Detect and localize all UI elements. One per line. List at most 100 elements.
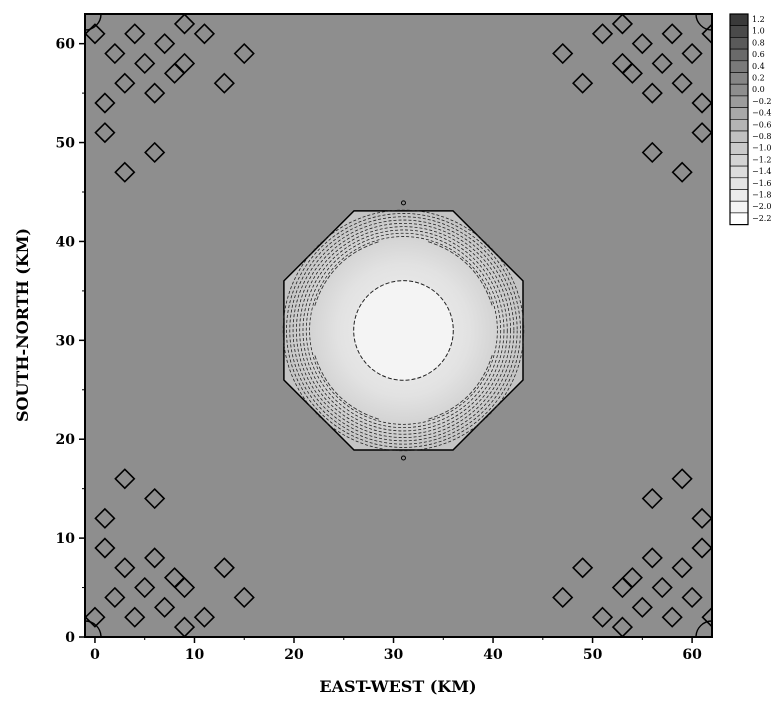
diamond-contour [114, 72, 136, 94]
diamond-contour [144, 547, 166, 569]
diamond-contour [233, 42, 255, 65]
colorbar-swatch [729, 48, 749, 62]
y-tick-label: 0 [65, 630, 75, 646]
x-axis-title: EAST-WEST (KM) [319, 677, 476, 696]
diamond-contour [591, 606, 614, 628]
colorbar-swatch [729, 107, 749, 120]
diamond-contour [213, 72, 235, 94]
diamond-contour [651, 52, 673, 75]
y-axis: 0 10 20 30 40 50 60 [56, 37, 85, 646]
y-tick-label: 60 [56, 37, 76, 53]
diamond-contour [552, 42, 574, 65]
contour-ring [309, 236, 498, 425]
diamond-contour [85, 23, 106, 45]
colorbar-label: −2.2 [752, 214, 771, 223]
diamond-contour [114, 468, 136, 490]
diamond-contour [691, 537, 712, 559]
colorbar-label: 0.4 [752, 62, 765, 71]
contour-label-marker [400, 455, 406, 461]
diamond-contour [691, 92, 712, 114]
diamond-contour [134, 52, 156, 75]
colorbar-swatch [729, 154, 749, 167]
colorbar-label: −1.4 [752, 167, 771, 176]
y-axis-title: SOUTH-NORTH (KM) [13, 228, 32, 422]
colorbar-swatch [729, 95, 749, 108]
colorbar-swatch [729, 200, 749, 214]
diamond-contour [671, 161, 693, 183]
diamond-contour [631, 596, 653, 618]
colorbar-swatch [729, 212, 749, 225]
diamond-contour [134, 576, 156, 599]
colorbar-frame [729, 13, 749, 226]
diamond-contour [193, 606, 216, 628]
diamond-contour [661, 23, 683, 45]
x-axis: 0 10 20 30 40 50 60 [90, 637, 702, 663]
diamond-cluster-top-left [85, 14, 255, 183]
contour-ring [289, 216, 518, 445]
colorbar-swatch [729, 72, 749, 85]
diamond-contour [233, 586, 255, 609]
diamond-contour [671, 468, 693, 490]
inner-lobe-contour [314, 241, 379, 306]
diamond-contour [671, 557, 693, 579]
y-tick-label: 30 [56, 333, 76, 349]
colorbar-swatch [729, 25, 749, 38]
diamond-contour [94, 507, 116, 529]
diamond-contour [173, 576, 196, 599]
x-tick-label: 60 [682, 647, 702, 663]
colorbar-label: 1.0 [752, 27, 765, 36]
plot-content [85, 14, 712, 637]
diamond-contour [94, 92, 116, 114]
diamond-contour [591, 23, 614, 45]
colorbar-label: −0.2 [752, 97, 771, 106]
colorbar-swatch [729, 37, 749, 50]
diamond-contour [213, 557, 235, 579]
colorbar-swatch [729, 189, 749, 202]
diamond-contour [661, 606, 683, 628]
diamond-contour [104, 42, 126, 65]
diamond-contour [154, 33, 176, 55]
diamond-contour [611, 576, 634, 599]
contour-ring [299, 226, 508, 435]
diamond-contour [691, 507, 712, 529]
colorbar-label: −1.8 [752, 191, 771, 200]
y-tick-label: 10 [56, 531, 76, 547]
diamond-contour [701, 606, 712, 628]
x-tick-label: 40 [483, 647, 503, 663]
colorbar: 1.2 1.0 0.8 0.6 0.4 0.2 0.0 −0.2 −0.4 −0.6 −0.8 −1.… [729, 13, 771, 226]
colorbar-swatch [729, 13, 749, 26]
diamond-contour [94, 537, 116, 559]
plot-frame [84, 13, 713, 638]
contour-ring [305, 232, 502, 429]
diamond-contour [572, 72, 594, 94]
diamond-contour [611, 52, 634, 75]
colorbar-swatch [729, 83, 749, 97]
diamond-contour [144, 487, 166, 510]
colorbar-label: 0.6 [752, 50, 765, 59]
diamond-contour [572, 557, 594, 579]
y-tick-label: 20 [56, 432, 76, 448]
diamond-contour [114, 557, 136, 579]
colorbar-label: −1.6 [752, 179, 771, 188]
colorbar-label: 0.0 [752, 85, 765, 94]
colorbar-swatch [729, 119, 749, 132]
diamond-contour [641, 82, 663, 104]
inner-lobe-contour [428, 241, 493, 306]
diamond-contour [631, 33, 653, 55]
x-tick-label: 50 [583, 647, 603, 663]
diamond-contour [144, 82, 166, 104]
diamond-contour [124, 23, 146, 45]
colorbar-label: −0.6 [752, 120, 771, 129]
diamond-contour [173, 52, 196, 75]
diamond-contour [104, 586, 126, 609]
colorbar-swatch [729, 130, 749, 143]
colorbar-label: −1.0 [752, 144, 771, 153]
diamond-contour [94, 122, 116, 144]
diamond-contour [114, 161, 136, 183]
inner-core-contour [353, 280, 454, 381]
diamond-contour [552, 586, 574, 609]
diamond-contour [611, 14, 634, 35]
inner-lobe-contour [314, 355, 379, 420]
contour-label-marker [400, 200, 406, 206]
